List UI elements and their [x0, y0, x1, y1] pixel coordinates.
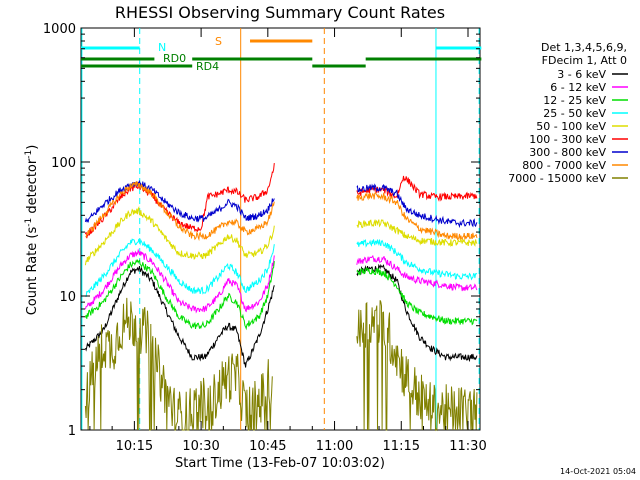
legend-label-6: 300 - 800 keV: [529, 146, 606, 159]
flag-bars: N RD0 RD4 S: [81, 35, 482, 73]
y-tick-label-2: 100: [51, 156, 76, 171]
legend-label-4: 50 - 100 keV: [536, 120, 606, 133]
legend: Det 1,3,4,5,6,9, FDecim 1, Att 0 3 - 6 k…: [508, 41, 628, 185]
y-tick-label-0: 1: [68, 424, 76, 439]
plot-frame: [80, 27, 481, 431]
legend-label-3: 25 - 50 keV: [543, 107, 606, 120]
legend-label-7: 800 - 7000 keV: [522, 159, 606, 172]
x-tick-label-5: 11:30: [449, 439, 486, 454]
legend-label-8: 7000 - 15000 keV: [508, 172, 606, 185]
timestamp: 14-Oct-2021 05:04: [560, 467, 636, 476]
flag-label-rd0: RD0: [163, 52, 186, 65]
flag-label-s: S: [215, 35, 222, 48]
series-line-2-0: [84, 258, 275, 331]
vertical-marker-lines: [81, 28, 480, 430]
flag-label-rd4: RD4: [196, 60, 219, 73]
series-line-7-1: [356, 191, 478, 241]
series-line-4-0: [84, 206, 275, 266]
x-tick-label-0: 10:15: [116, 439, 153, 454]
series-line-5-0: [84, 163, 275, 239]
x-axis-ticks: 10:15 10:30 10:45 11:00 11:15 11:30: [89, 28, 487, 454]
data-series: [84, 163, 478, 432]
series-line-0-0: [84, 265, 275, 368]
series-line-1-0: [84, 248, 275, 314]
legend-header-line-2: FDecim 1, Att 0: [542, 54, 627, 67]
series-line-4-1: [356, 218, 478, 248]
y-axis-ticks: 1 10 100 1000: [43, 22, 480, 439]
legend-header-line-1: Det 1,3,4,5,6,9,: [541, 41, 627, 54]
series-line-1-1: [356, 254, 478, 292]
chart-title: RHESSI Observing Summary Count Rates: [115, 3, 445, 22]
series-line-3-1: [356, 238, 478, 281]
x-tick-label-1: 10:30: [182, 439, 219, 454]
flag-label-n: N: [158, 41, 166, 54]
x-tick-label-4: 11:15: [383, 439, 420, 454]
legend-label-1: 6 - 12 keV: [550, 81, 606, 94]
legend-label-5: 100 - 300 keV: [529, 133, 606, 146]
x-tick-label-2: 10:45: [249, 439, 286, 454]
x-tick-label-3: 11:00: [316, 439, 353, 454]
legend-label-2: 12 - 25 keV: [543, 94, 606, 107]
series-line-7-0: [85, 180, 275, 242]
series-line-3-0: [85, 238, 275, 297]
y-tick-label-3: 1000: [43, 22, 76, 37]
series-line-8-0: [84, 297, 273, 431]
series-line-2-1: [356, 267, 478, 326]
y-axis-label: Count Rate (s-1 detector-1): [24, 145, 40, 316]
x-axis-label: Start Time (13-Feb-07 10:03:02): [175, 456, 385, 471]
y-tick-label-1: 10: [59, 290, 76, 305]
series-line-8-1: [356, 300, 478, 432]
series-line-6-1: [356, 183, 478, 229]
legend-label-0: 3 - 6 keV: [557, 68, 606, 81]
